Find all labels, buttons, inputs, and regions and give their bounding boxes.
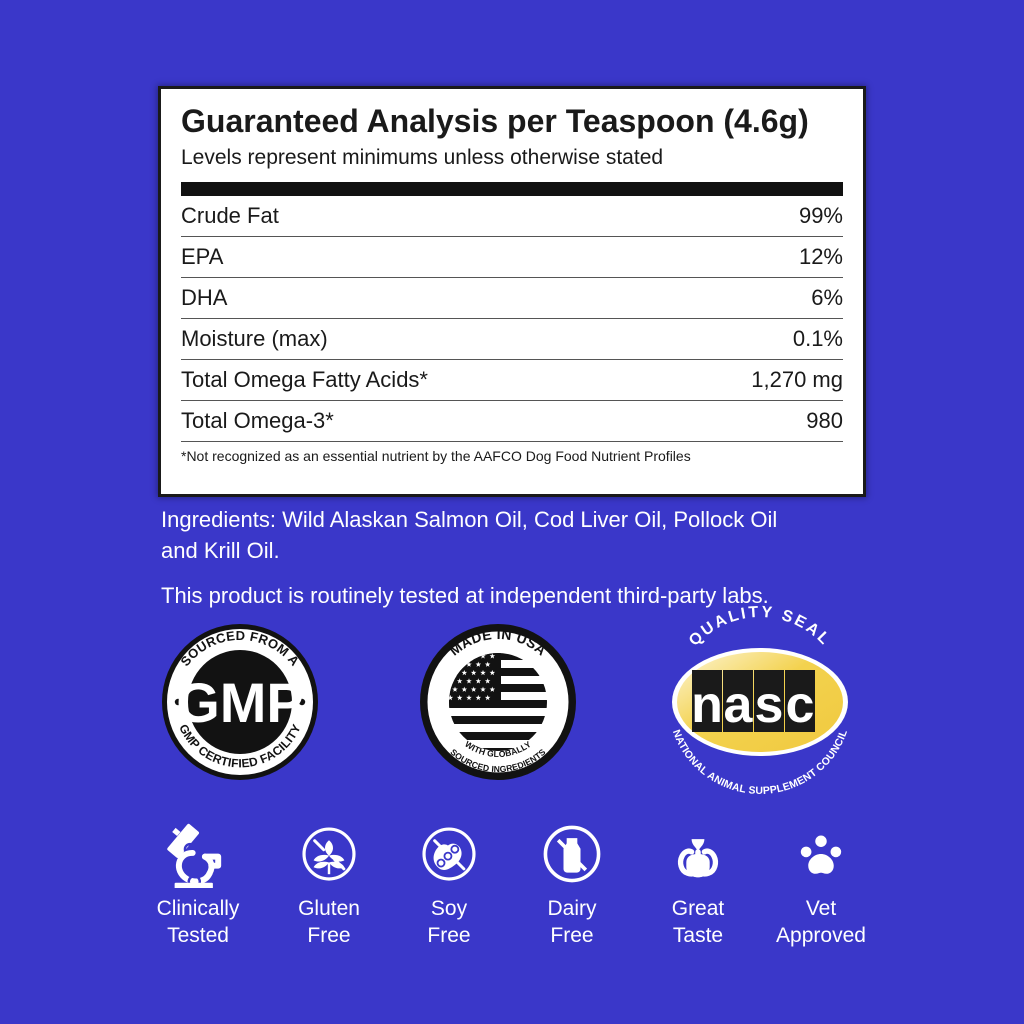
svg-text:n: n: [691, 676, 723, 734]
svg-text:c: c: [786, 676, 815, 734]
svg-text:s: s: [755, 676, 784, 734]
svg-text:a: a: [724, 676, 754, 734]
svg-text:GMP: GMP: [176, 671, 304, 734]
svg-text:QUALITY SEAL: QUALITY SEAL: [686, 604, 834, 650]
